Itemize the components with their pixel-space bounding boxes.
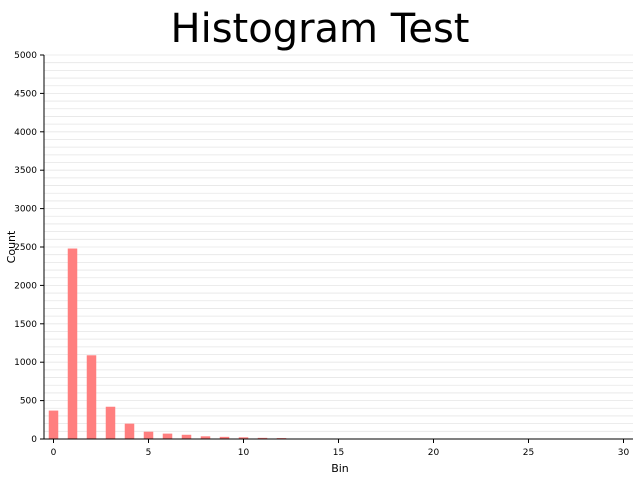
histogram-bar (105, 406, 116, 439)
y-tick-label: 2500 (14, 243, 37, 253)
y-tick-label: 4000 (14, 128, 37, 138)
axes-layer: 0 500 1000 1500 2000 2500 3000 3500 4000 4500 5000… (14, 51, 633, 458)
y-tick-label: 500 (20, 397, 37, 407)
histogram-bar (48, 410, 59, 439)
y-tick-label: 2000 (14, 281, 37, 291)
histogram-bar (124, 423, 135, 439)
x-tick-label: 15 (333, 448, 344, 458)
y-tick-label: 1000 (14, 358, 37, 368)
histogram-bar (67, 248, 78, 439)
y-tick-label: 5000 (14, 51, 37, 61)
x-tick-label: 25 (523, 448, 534, 458)
grid-layer (44, 54, 633, 432)
y-tick-label: 3000 (14, 205, 37, 215)
bars-layer (48, 248, 287, 439)
x-axis-label: Bin (331, 462, 349, 475)
y-tick-label: 4500 (14, 89, 37, 99)
chart-title: Histogram Test (171, 6, 470, 52)
histogram-bar (181, 434, 192, 439)
x-tick-label: 20 (428, 448, 440, 458)
x-tick-label: 30 (618, 448, 630, 458)
histogram-bar (86, 355, 97, 439)
histogram-bar (200, 436, 211, 439)
x-tick-label: 5 (146, 448, 152, 458)
y-tick-label: 0 (31, 435, 37, 445)
x-tick-label: 10 (238, 448, 250, 458)
x-tick-label: 0 (51, 448, 57, 458)
histogram-bar (162, 433, 173, 439)
y-tick-label: 1500 (14, 320, 37, 330)
y-tick-label: 3500 (14, 166, 37, 176)
histogram-bar (257, 437, 268, 439)
histogram-bar (219, 436, 230, 439)
y-axis-label: Count (5, 230, 18, 263)
histogram-bar (143, 431, 154, 439)
histogram-bar (238, 437, 249, 439)
